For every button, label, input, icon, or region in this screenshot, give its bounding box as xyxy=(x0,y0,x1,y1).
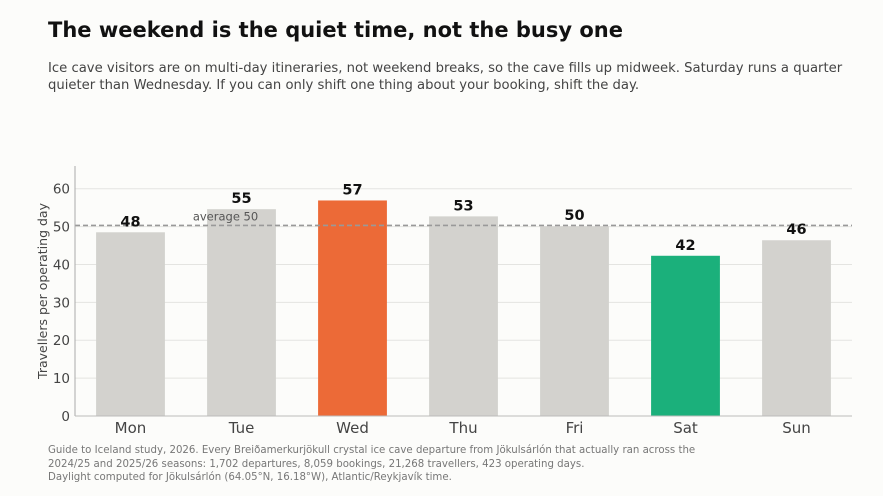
value-label-sun: 46 xyxy=(786,222,806,238)
value-label-fri: 50 xyxy=(564,208,584,224)
y-axis-title: Travellers per operating day xyxy=(35,202,50,380)
source-footnote: Guide to Iceland study, 2026. Every Brei… xyxy=(48,444,868,485)
footnote-line-2: 2024/25 and 2025/26 seasons: 1,702 depar… xyxy=(48,458,585,470)
footnote-line-3: Daylight computed for Jökulsárlón (64.05… xyxy=(48,472,452,483)
average-reference-line: average 50 xyxy=(75,209,852,227)
x-tick-label-tue: Tue xyxy=(228,419,255,437)
x-tick-label-fri: Fri xyxy=(566,419,584,437)
bar-sat xyxy=(651,255,720,416)
value-labels: 48 55 57 53 50 42 46 xyxy=(120,182,806,253)
bar-wed xyxy=(318,200,387,416)
bar-mon xyxy=(96,232,165,416)
x-tick-label-thu: Thu xyxy=(448,419,477,437)
x-tick-label-sat: Sat xyxy=(673,419,698,437)
chart-subtitle: Ice cave visitors are on multi-day itine… xyxy=(48,61,843,93)
bars xyxy=(96,200,831,416)
value-label-thu: 53 xyxy=(453,198,473,214)
y-tick-label-50: 50 xyxy=(53,220,70,236)
value-label-tue: 55 xyxy=(231,191,251,207)
value-label-sat: 42 xyxy=(675,238,695,254)
axes: 0 10 20 30 40 50 60 Mon Tue Wed Thu Fri Sat Sun Travel… xyxy=(35,166,852,437)
y-tick-label-0: 0 xyxy=(61,409,70,425)
bar-sun xyxy=(762,240,831,416)
bar-tue xyxy=(207,209,276,416)
chart-title: The weekend is the quiet time, not the b… xyxy=(48,18,623,42)
bar-thu xyxy=(429,216,498,416)
bar-chart: average 50 0 10 20 30 40 50 60 Mon Tue Wed Thu Fri S… xyxy=(35,166,852,437)
x-tick-label-sun: Sun xyxy=(782,419,811,437)
value-label-mon: 48 xyxy=(120,214,140,230)
y-tick-label-10: 10 xyxy=(53,371,70,387)
average-line-label: average 50 xyxy=(193,209,258,223)
x-tick-label-wed: Wed xyxy=(336,419,369,437)
y-tick-label-60: 60 xyxy=(53,182,70,198)
value-label-wed: 57 xyxy=(342,182,362,198)
y-tick-label-30: 30 xyxy=(53,295,70,311)
x-tick-label-mon: Mon xyxy=(115,419,147,437)
y-tick-label-40: 40 xyxy=(53,257,70,273)
bar-fri xyxy=(540,226,609,416)
y-tick-label-20: 20 xyxy=(53,333,70,349)
footnote-line-1: Guide to Iceland study, 2026. Every Brei… xyxy=(48,445,696,456)
